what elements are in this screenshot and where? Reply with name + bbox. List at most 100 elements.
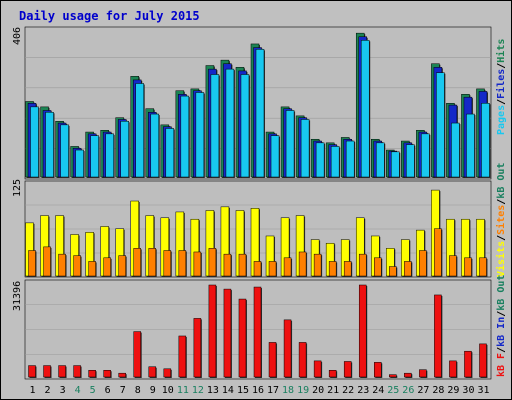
- bar-kbf-day-20-fill: [313, 360, 322, 378]
- bar-pages-day-27-fill: [421, 133, 430, 178]
- legend1-separator: /: [496, 199, 507, 205]
- bar-sites-day-19-fill: [298, 251, 307, 277]
- x-label-day-10: 10: [162, 385, 174, 396]
- bar-kbf-day-23-fill: [358, 284, 367, 378]
- bar-pages-day-20-fill: [315, 142, 325, 178]
- bar-kbf-day-24: [374, 362, 383, 378]
- bar-sites-day-15-fill: [238, 253, 247, 277]
- bar-pages-day-25-fill: [391, 151, 400, 178]
- legend1-item-sites: Sites: [495, 205, 507, 235]
- bar-pages-day-8: [135, 83, 145, 178]
- bar-sites-day-20-fill: [313, 253, 322, 277]
- bar-pages-day-28: [436, 72, 446, 178]
- bar-sites-day-23: [358, 253, 368, 277]
- bar-kbf-day-10-fill: [163, 368, 172, 378]
- bar-sites-day-25-fill: [389, 266, 397, 277]
- bar-pages-day-7-fill: [120, 121, 129, 178]
- bar-kbf-day-19-fill: [298, 342, 307, 378]
- bar-kbf-day-8: [133, 331, 142, 378]
- bar-pages-day-30-fill: [466, 113, 475, 178]
- legend2-item-kb-out: kB Out: [496, 275, 507, 311]
- x-label-day-12: 12: [192, 385, 204, 396]
- x-label-day-21: 21: [327, 385, 339, 396]
- x-label-day-15: 15: [237, 385, 249, 396]
- legend2-text: kB F/kB In/kB Out: [496, 275, 507, 377]
- bar-sites-day-18-fill: [283, 257, 292, 277]
- bar-kbf-day-26: [404, 372, 413, 378]
- bar-pages-day-23-fill: [360, 40, 370, 178]
- bar-pages-day-28-fill: [436, 72, 445, 178]
- x-label-day-2: 2: [45, 385, 51, 396]
- bar-pages-day-19: [300, 119, 311, 178]
- bar-sites-day-9-fill: [148, 248, 157, 277]
- bar-sites-day-27: [419, 250, 428, 277]
- x-label-day-9: 9: [150, 385, 156, 396]
- bar-kbf-day-1-fill: [28, 365, 36, 378]
- x-label-day-16: 16: [252, 385, 264, 396]
- bar-kbf-day-15: [238, 298, 247, 378]
- x-axis-labels: 1 2 3 4 5 6 7 8 9 10 11 12 13 14 15 16 17 18 19 20 21 22 23 24 2…: [30, 385, 490, 396]
- bar-sites-day-29-fill: [449, 255, 457, 277]
- bar-sites-day-6: [103, 257, 112, 277]
- bar-pages-day-1: [30, 106, 40, 178]
- bar-kbf-day-18: [283, 319, 293, 378]
- bar-sites-day-25: [389, 266, 398, 277]
- legend1-separator: /: [496, 235, 507, 241]
- bar-kbf-day-29-fill: [449, 360, 457, 378]
- bar-pages-day-13: [210, 74, 220, 178]
- bar-pages-day-2: [45, 112, 55, 178]
- bar-pages-day-26: [406, 144, 416, 178]
- bar-kbf-day-27: [419, 369, 428, 378]
- bar-pages-day-14: [225, 68, 235, 178]
- bar-sites-day-3: [58, 253, 67, 277]
- bar-kbf-day-2: [43, 365, 52, 378]
- bar-kbf-day-25: [389, 374, 398, 378]
- bar-sites-day-7-fill: [118, 255, 126, 277]
- x-label-day-28: 28: [432, 385, 444, 396]
- bar-pages-day-17-fill: [270, 135, 280, 178]
- x-label-day-20: 20: [312, 385, 324, 396]
- bar-kbf-day-30-fill: [464, 350, 472, 378]
- x-label-day-23: 23: [357, 385, 369, 396]
- bar-sites-day-21-fill: [328, 261, 337, 277]
- x-label-day-27: 27: [417, 385, 429, 396]
- bar-sites-day-9: [148, 248, 157, 277]
- x-label-day-4: 4: [75, 385, 81, 396]
- bar-sites-day-22-fill: [343, 261, 352, 277]
- bar-pages-day-15: [240, 74, 250, 178]
- legend-bottom: kB F/kB In/kB Out: [496, 275, 507, 377]
- bar-kbf-day-20: [313, 360, 323, 378]
- x-label-day-14: 14: [222, 385, 234, 396]
- x-label-day-29: 29: [447, 385, 459, 396]
- bar-kbf-day-12: [193, 318, 202, 378]
- bar-kbf-day-6-fill: [103, 370, 111, 378]
- bar-sites-day-11-fill: [178, 250, 187, 277]
- x-label-day-26: 26: [402, 385, 414, 396]
- bar-pages-day-18-fill: [285, 110, 295, 178]
- bar-sites-day-14: [223, 253, 232, 277]
- bar-pages-day-9: [150, 113, 160, 178]
- legend0-item-files: Files: [495, 69, 507, 99]
- bar-sites-day-29: [449, 255, 458, 277]
- x-label-day-24: 24: [372, 385, 384, 396]
- x-label-day-11: 11: [177, 385, 189, 396]
- bar-pages-day-21-fill: [330, 146, 340, 178]
- legend1-item-visits: Visits: [495, 241, 507, 277]
- bar-kbf-day-28-fill: [434, 294, 442, 378]
- bar-kbf-day-21-fill: [328, 370, 337, 378]
- bar-sites-day-27-fill: [419, 250, 427, 277]
- bar-pages-day-7: [120, 121, 130, 178]
- bar-sites-day-18: [283, 257, 293, 277]
- bar-sites-day-8: [133, 248, 142, 277]
- bar-sites-day-13: [208, 248, 217, 277]
- bar-kbf-day-14-fill: [223, 288, 232, 378]
- bar-sites-day-23-fill: [358, 253, 367, 277]
- legend-top: Pages/Files/Hits: [495, 39, 507, 135]
- bar-kbf-day-5: [88, 370, 97, 378]
- x-label-day-30: 30: [462, 385, 474, 396]
- bar-sites-day-7: [118, 255, 127, 277]
- bar-sites-day-24-fill: [374, 257, 382, 277]
- legend0-separator: /: [496, 63, 507, 69]
- bar-sites-day-22: [343, 261, 353, 277]
